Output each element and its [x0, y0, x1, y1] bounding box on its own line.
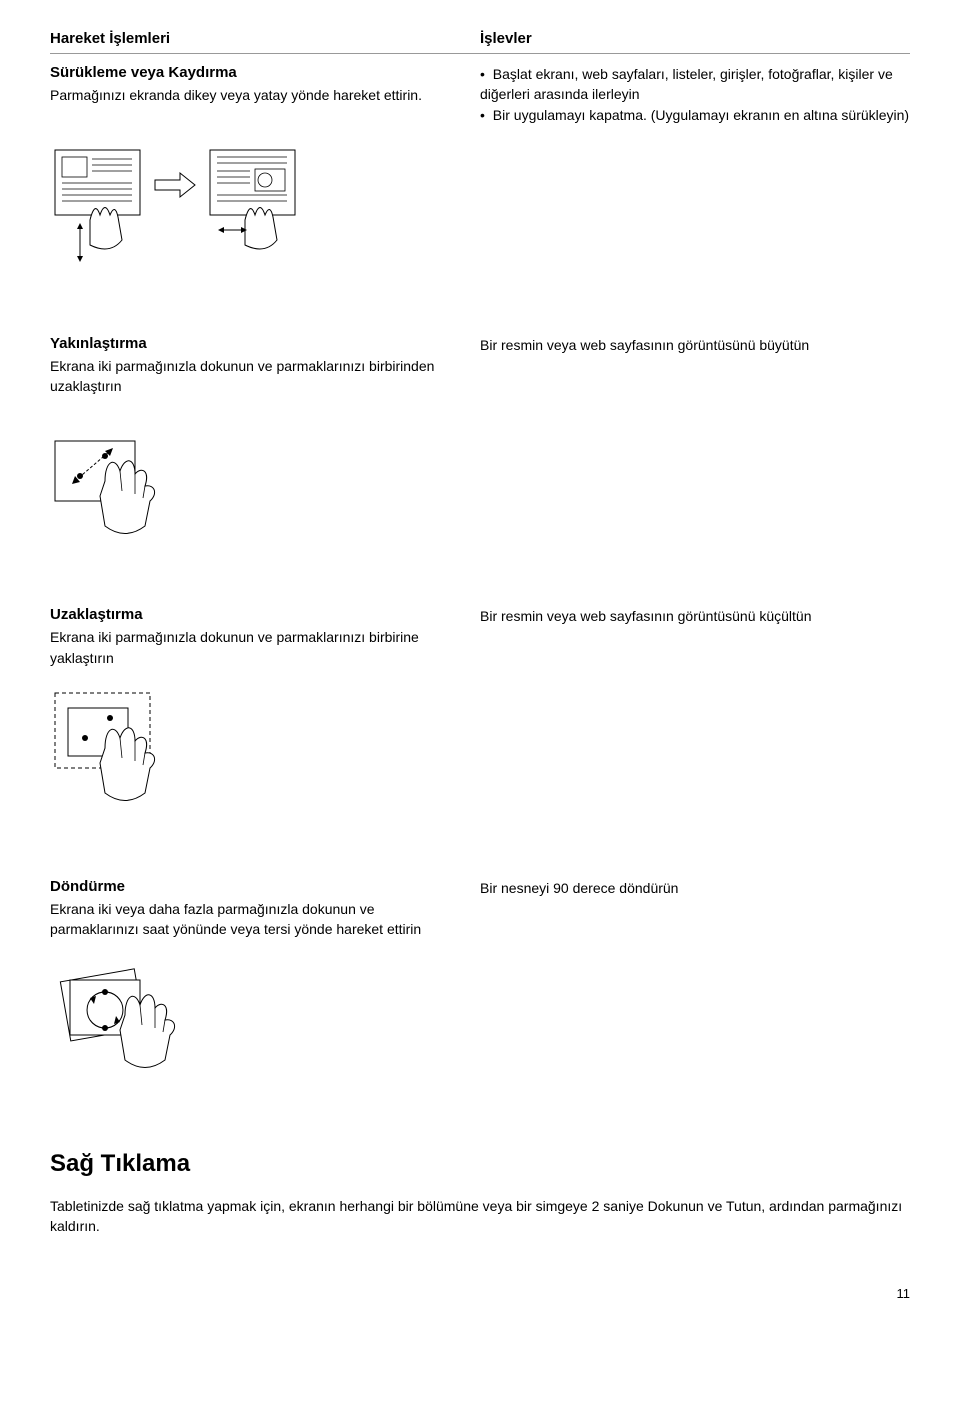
zoomout-title: Uzaklaştırma: [50, 606, 460, 623]
swipe-illustration: [50, 145, 910, 275]
zoomout-func: Bir resmin veya web sayfasının görüntüsü…: [480, 606, 910, 626]
rotate-title: Döndürme: [50, 878, 460, 895]
swipe-func-0: Başlat ekranı, web sayfaları, listeler, …: [480, 64, 910, 105]
zoomout-desc: Ekrana iki parmağınızla dokunun ve parma…: [50, 627, 460, 668]
rotate-desc: Ekrana iki veya daha fazla parmağınızla …: [50, 899, 460, 940]
rotate-illustration: [50, 960, 910, 1090]
page-number: 11: [50, 1286, 910, 1301]
gesture-swipe-row: Sürükleme veya Kaydırma Parmağınızı ekra…: [50, 64, 910, 125]
rotate-func: Bir nesneyi 90 derece döndürün: [480, 878, 910, 898]
zoomout-illustration: [50, 688, 910, 818]
zoomin-desc: Ekrana iki parmağınızla dokunun ve parma…: [50, 356, 460, 397]
swipe-func-1: Bir uygulamayı kapatma. (Uygulamayı ekra…: [480, 105, 910, 125]
swipe-title: Sürükleme veya Kaydırma: [50, 64, 460, 81]
zoomin-func: Bir resmin veya web sayfasının görüntüsü…: [480, 335, 910, 355]
zoomin-title: Yakınlaştırma: [50, 335, 460, 352]
rightclick-text: Tabletinizde sağ tıklatma yapmak için, e…: [50, 1196, 910, 1237]
header-functions: İşlevler: [480, 30, 910, 47]
rightclick-section: Sağ Tıklama Tabletinizde sağ tıklatma ya…: [50, 1150, 910, 1237]
table-header: Hareket İşlemleri İşlevler: [50, 30, 910, 54]
zoomin-illustration: [50, 416, 910, 546]
gesture-zoomout-row: Uzaklaştırma Ekrana iki parmağınızla dok…: [50, 606, 910, 668]
gesture-rotate-row: Döndürme Ekrana iki veya daha fazla parm…: [50, 878, 910, 940]
swipe-functions: Başlat ekranı, web sayfaları, listeler, …: [480, 64, 910, 125]
swipe-desc: Parmağınızı ekranda dikey veya yatay yön…: [50, 85, 460, 105]
gesture-zoomin-row: Yakınlaştırma Ekrana iki parmağınızla do…: [50, 335, 910, 397]
header-gestures: Hareket İşlemleri: [50, 30, 480, 47]
rightclick-heading: Sağ Tıklama: [50, 1150, 910, 1178]
